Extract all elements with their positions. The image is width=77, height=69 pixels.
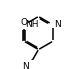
Text: O: O xyxy=(21,18,28,27)
Text: NH: NH xyxy=(25,20,39,29)
Text: N: N xyxy=(22,62,29,69)
Text: N: N xyxy=(54,20,61,29)
